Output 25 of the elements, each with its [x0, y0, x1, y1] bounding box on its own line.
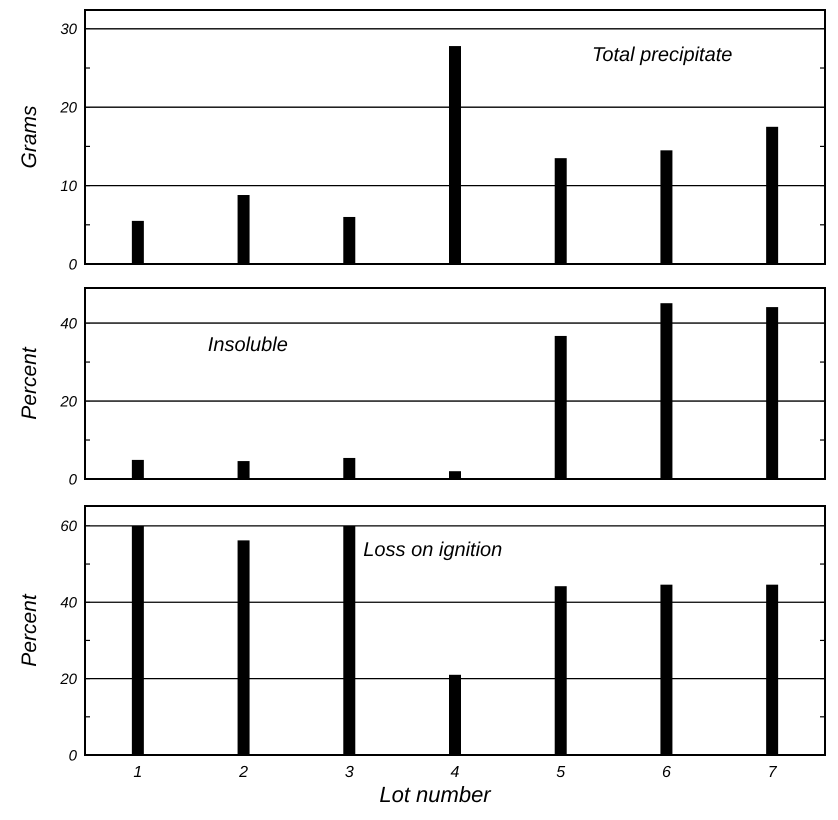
x-tick-label: 2	[238, 764, 248, 781]
y-axis-title: Grams	[18, 105, 41, 168]
y-tick-label: 20	[59, 670, 78, 688]
x-tick-label: 6	[662, 764, 671, 781]
y-tick-label: 60	[60, 518, 78, 536]
y-tick-label: 40	[60, 315, 78, 332]
text: Insoluble	[208, 334, 288, 356]
y-axis-title: Percent	[18, 346, 41, 420]
text: Loss on ignition	[363, 538, 502, 561]
x-tick-label: 7	[768, 764, 778, 781]
x-tick-label: 4	[450, 764, 460, 781]
y-tick-label: 20	[59, 393, 78, 410]
y-axis-title: Percent	[18, 593, 41, 667]
x-tick-label: 5	[556, 764, 566, 781]
y-tick-label: 20	[59, 99, 78, 116]
y-tick-label: 30	[60, 21, 78, 38]
text: Total precipitate	[592, 44, 732, 66]
y-tick-label: 0	[68, 471, 78, 488]
y-tick-label: 0	[68, 747, 78, 764]
x-axis-title: Lot number	[379, 782, 492, 807]
y-tick-label: 40	[60, 594, 78, 612]
y-tick-label: 10	[60, 178, 78, 195]
x-tick-label: 1	[133, 764, 142, 781]
x-tick-label: 3	[344, 764, 354, 781]
y-tick-label: 0	[68, 256, 78, 274]
